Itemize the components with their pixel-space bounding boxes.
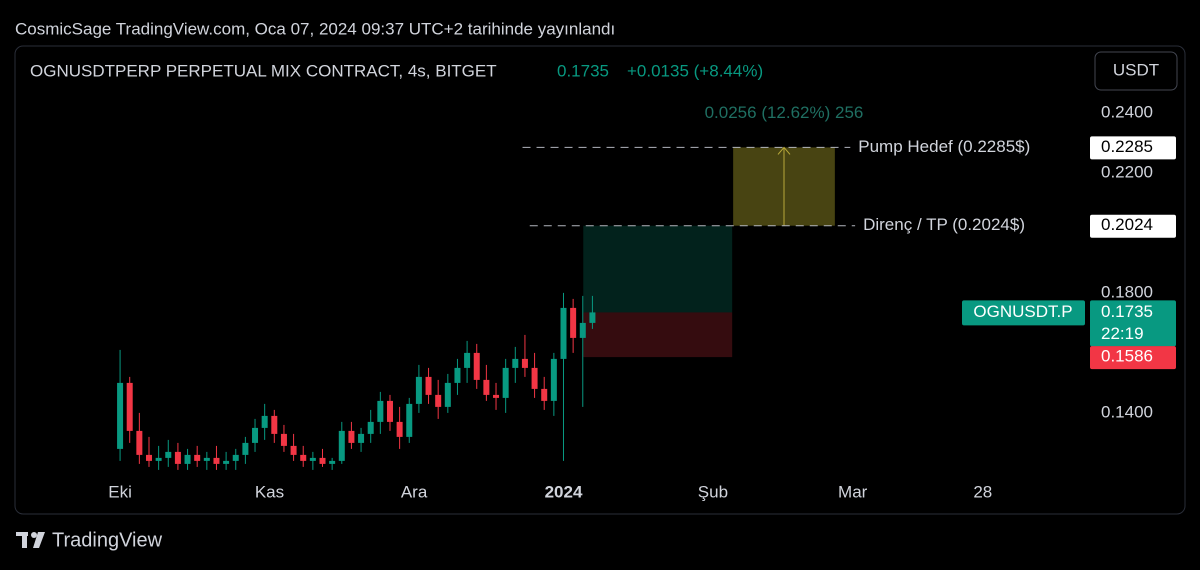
last-price: 0.1735 xyxy=(557,61,609,80)
candle-body xyxy=(280,433,287,446)
candle-body xyxy=(145,454,152,461)
candle-body xyxy=(493,394,500,398)
candle-body xyxy=(271,415,278,434)
currency-button[interactable] xyxy=(1094,51,1178,91)
measure-arrowhead xyxy=(777,146,791,155)
candle-body xyxy=(473,352,480,380)
candle-body xyxy=(560,307,567,359)
x-tick-label: 2024 xyxy=(545,482,583,501)
x-tick-label: Şub xyxy=(698,482,728,501)
ticker-tag: OGNUSDT.P xyxy=(973,302,1072,321)
candle-body xyxy=(464,352,471,368)
measure-label: 0.0256 (12.62%) 256 xyxy=(705,103,864,122)
y-tick-label: 0.2400 xyxy=(1101,102,1153,121)
x-tick-label: 28 xyxy=(973,482,992,501)
candle-body xyxy=(184,454,191,464)
candle-body xyxy=(261,415,268,428)
stop-price: 0.1586 xyxy=(1101,347,1153,366)
candle-body xyxy=(252,427,259,443)
candle-body xyxy=(136,430,143,455)
candle-body xyxy=(396,421,403,437)
last-price-box xyxy=(1090,300,1176,347)
candle-body xyxy=(348,430,355,443)
y-tick-label: 0.1400 xyxy=(1101,402,1153,421)
countdown: 22:19 xyxy=(1101,324,1144,343)
y-tick-label: 0.1800 xyxy=(1101,282,1153,301)
candle-body xyxy=(531,367,538,389)
footer-brand: TradingView xyxy=(52,529,163,551)
candle-body xyxy=(242,442,249,455)
candle-body xyxy=(203,457,210,461)
candle-body xyxy=(377,400,384,422)
level-label: Direnç / TP (0.2024$) xyxy=(863,215,1025,234)
ticker-tag-box xyxy=(962,300,1085,326)
candle-body xyxy=(213,457,220,464)
loss-zone xyxy=(583,312,733,358)
candle-body xyxy=(521,358,528,368)
candle-body xyxy=(512,358,519,368)
publish-line: CosmicSage TradingView.com, Oca 07, 2024… xyxy=(15,19,615,38)
candle-body xyxy=(406,403,413,437)
currency[interactable]: USDT xyxy=(1113,60,1159,79)
chart-panel xyxy=(14,45,1186,515)
profit-zone xyxy=(583,225,733,313)
candle-body xyxy=(329,460,336,464)
candle-body xyxy=(165,451,172,458)
x-tick-label: Eki xyxy=(108,482,132,501)
candle-body xyxy=(502,367,509,398)
candle-body xyxy=(223,460,230,464)
candle-body xyxy=(367,421,374,434)
last-price-axis: 0.1735 xyxy=(1101,302,1153,321)
candle-body xyxy=(550,358,557,401)
y-tick-label: 0.2200 xyxy=(1101,162,1153,181)
candle-body xyxy=(194,454,201,461)
x-tick-label: Kas xyxy=(255,482,284,501)
candle-body xyxy=(435,394,442,407)
candle-body xyxy=(425,376,432,395)
candle-body xyxy=(117,382,124,449)
x-tick-label: Mar xyxy=(838,482,868,501)
level-price: 0.2024 xyxy=(1101,215,1153,234)
candle-body xyxy=(589,312,596,323)
candle-body xyxy=(483,379,490,395)
level-price-box xyxy=(1090,136,1176,160)
candle-body xyxy=(155,457,162,461)
candle-body xyxy=(570,307,577,338)
candle-body xyxy=(444,382,451,407)
symbol: OGNUSDTPERP PERPETUAL MIX CONTRACT, 4s, … xyxy=(30,61,497,80)
candle-body xyxy=(309,457,316,461)
x-tick-label: Ara xyxy=(401,482,428,501)
candle-body xyxy=(174,451,181,464)
stop-price-box xyxy=(1090,346,1176,370)
candle-body xyxy=(126,382,133,431)
candle-body xyxy=(358,433,365,443)
level-label: Pump Hedef (0.2285$) xyxy=(858,137,1030,156)
footer-logo xyxy=(16,532,45,548)
level-price-box xyxy=(1090,214,1176,238)
candle-body xyxy=(232,454,239,461)
level-price: 0.2285 xyxy=(1101,137,1153,156)
candle-body xyxy=(579,322,586,338)
candle-body xyxy=(454,367,461,383)
candle-body xyxy=(541,388,548,401)
change: +0.0135 (+8.44%) xyxy=(627,61,763,80)
candle-body xyxy=(319,457,326,464)
candle-body xyxy=(338,430,345,461)
candle-body xyxy=(386,400,393,422)
candle-body xyxy=(290,445,297,455)
candle-body xyxy=(300,454,307,461)
candle-body xyxy=(415,376,422,404)
